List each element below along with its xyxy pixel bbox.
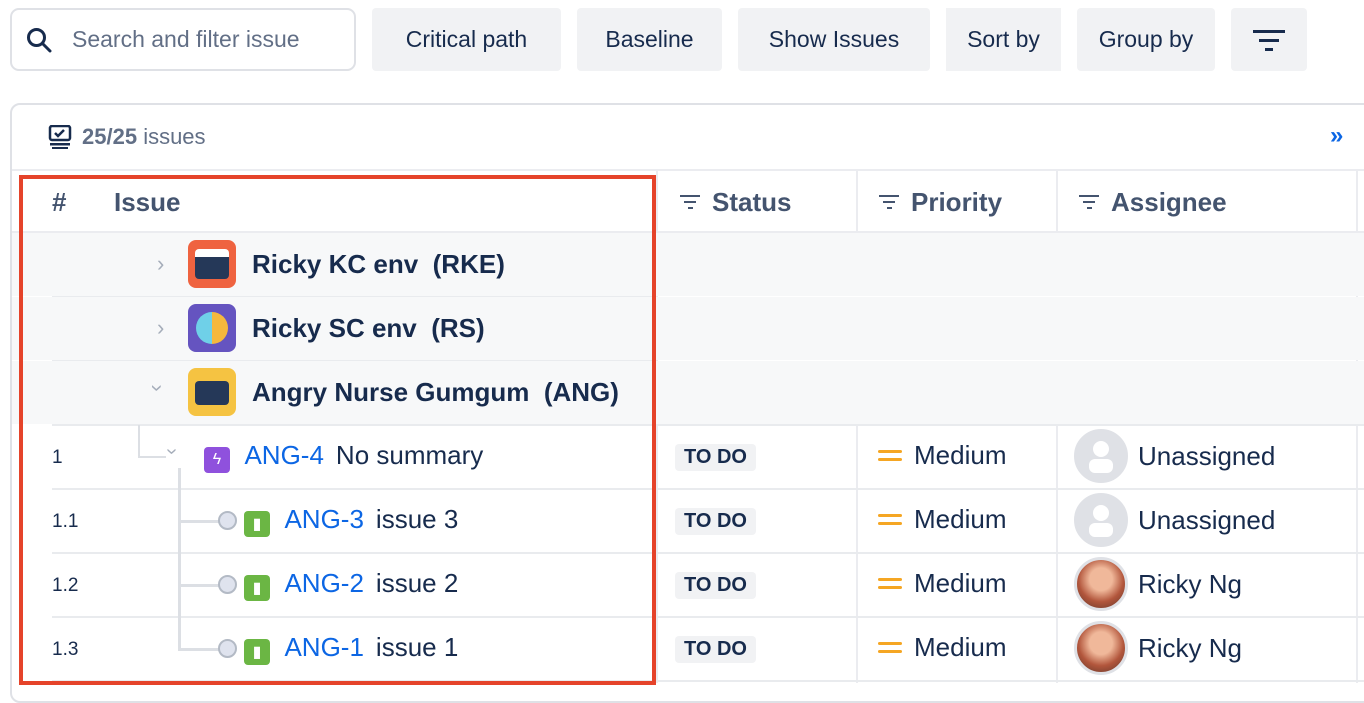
issue-key-link[interactable]: ANG-3 xyxy=(284,504,364,534)
story-icon: ▮ xyxy=(244,510,270,537)
story-icon: ▮ xyxy=(244,574,270,601)
search-box[interactable] xyxy=(10,8,356,71)
issue-key-link[interactable]: ANG-2 xyxy=(284,568,364,598)
issue-summary[interactable]: issue 1 xyxy=(375,632,459,662)
count-value: 25/25 xyxy=(82,124,138,149)
filter-icon xyxy=(1253,29,1285,51)
chevron-down-icon[interactable]: › xyxy=(145,384,171,392)
column-header-issue[interactable]: Issue xyxy=(114,186,181,217)
sort-by-button[interactable]: Sort by xyxy=(946,8,1061,71)
assignee-cell[interactable]: Ricky Ng xyxy=(1074,557,1242,611)
project-group-row[interactable]: › Angry Nurse Gumgum (ANG) xyxy=(12,361,1364,424)
issue-count: 25/25 issues xyxy=(48,124,206,150)
issue-key-link[interactable]: ANG-4 xyxy=(244,440,324,470)
status-badge[interactable]: TO DO xyxy=(675,636,756,663)
story-icon: ▮ xyxy=(244,638,270,665)
assignee-cell[interactable]: Unassigned xyxy=(1074,493,1275,547)
priority-cell[interactable]: Medium xyxy=(878,504,1006,535)
tree-node-icon xyxy=(218,575,237,594)
project-name: Ricky SC env (RS) xyxy=(252,313,485,343)
epic-icon: ϟ xyxy=(204,446,230,473)
project-avatar-icon xyxy=(188,240,236,288)
filter-button[interactable] xyxy=(1231,8,1307,71)
group-by-button[interactable]: Group by xyxy=(1077,8,1215,71)
status-badge[interactable]: TO DO xyxy=(675,444,756,471)
column-header-number: # xyxy=(52,186,67,217)
unassigned-avatar-icon xyxy=(1074,429,1128,483)
project-group-row[interactable]: › Ricky SC env (RS) xyxy=(12,297,1364,360)
priority-medium-icon xyxy=(878,578,902,589)
search-icon xyxy=(27,27,52,52)
issue-summary[interactable]: issue 2 xyxy=(375,568,459,598)
priority-medium-icon xyxy=(878,450,902,461)
issue-summary[interactable]: No summary xyxy=(335,440,484,470)
column-header-priority[interactable]: Priority xyxy=(879,171,1002,233)
row-number: 1.1 xyxy=(52,511,79,532)
priority-medium-icon xyxy=(878,642,902,653)
issue-cell: ▮ ANG-3 issue 3 xyxy=(244,504,458,537)
row-number: 1 xyxy=(52,447,63,468)
issue-cell: ϟ ANG-4 No summary xyxy=(204,440,483,473)
search-input[interactable] xyxy=(72,26,332,53)
column-header-assignee[interactable]: Assignee xyxy=(1079,171,1227,233)
issues-board-icon xyxy=(48,125,72,149)
priority-cell[interactable]: Medium xyxy=(878,440,1006,471)
double-chevron-right-icon[interactable]: » xyxy=(1330,122,1344,149)
issue-cell: ▮ ANG-1 issue 1 xyxy=(244,632,458,665)
project-name: Ricky KC env (RKE) xyxy=(252,249,505,279)
priority-cell[interactable]: Medium xyxy=(878,568,1006,599)
row-number: 1.3 xyxy=(52,639,79,660)
filter-icon xyxy=(879,195,899,209)
critical-path-button[interactable]: Critical path xyxy=(372,8,561,71)
priority-cell[interactable]: Medium xyxy=(878,632,1006,663)
project-name: Angry Nurse Gumgum (ANG) xyxy=(252,377,619,407)
filter-icon xyxy=(680,195,700,209)
show-issues-button[interactable]: Show Issues xyxy=(738,8,930,71)
status-badge[interactable]: TO DO xyxy=(675,572,756,599)
assignee-cell[interactable]: Ricky Ng xyxy=(1074,621,1242,675)
baseline-button[interactable]: Baseline xyxy=(577,8,722,71)
chevron-right-icon[interactable]: › xyxy=(157,315,165,340)
issue-key-link[interactable]: ANG-1 xyxy=(284,632,364,662)
count-label: issues xyxy=(143,124,206,149)
user-avatar xyxy=(1074,621,1128,675)
user-avatar xyxy=(1074,557,1128,611)
column-header-status[interactable]: Status xyxy=(680,171,791,233)
priority-medium-icon xyxy=(878,514,902,525)
chevron-down-icon[interactable]: › xyxy=(160,448,183,455)
issue-summary[interactable]: issue 3 xyxy=(375,504,459,534)
status-badge[interactable]: TO DO xyxy=(675,508,756,535)
assignee-cell[interactable]: Unassigned xyxy=(1074,429,1275,483)
filter-icon xyxy=(1079,195,1099,209)
tree-node-icon xyxy=(218,639,237,658)
chevron-right-icon[interactable]: › xyxy=(157,251,165,276)
project-avatar-icon xyxy=(188,304,236,352)
unassigned-avatar-icon xyxy=(1074,493,1128,547)
issue-cell: ▮ ANG-2 issue 2 xyxy=(244,568,458,601)
tree-node-icon xyxy=(218,511,237,530)
project-group-row[interactable]: › Ricky KC env (RKE) xyxy=(12,233,1364,296)
project-avatar-icon xyxy=(188,368,236,416)
row-number: 1.2 xyxy=(52,575,79,596)
